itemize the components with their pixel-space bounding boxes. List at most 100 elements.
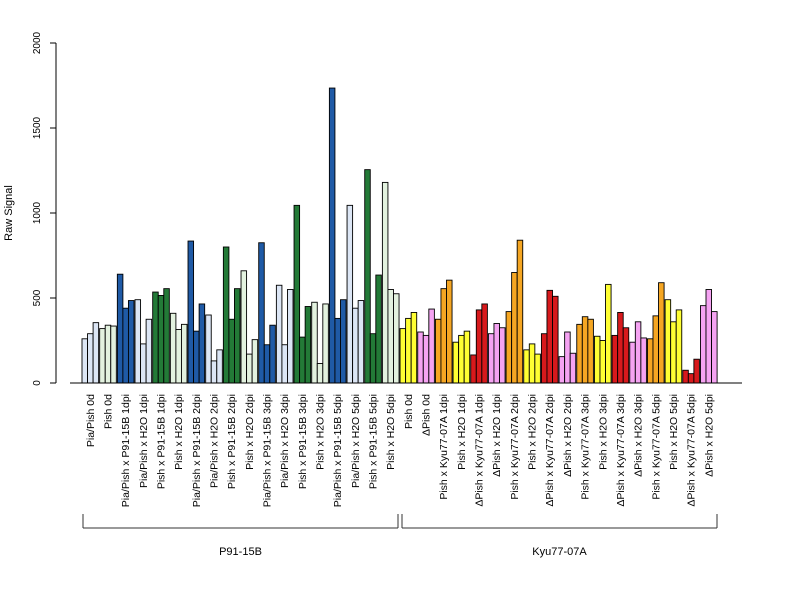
bar: [581, 316, 589, 384]
bar: [99, 328, 106, 384]
bar: [505, 311, 513, 384]
category-label: ΔPish x Kyu77-07A 1dpi: [474, 394, 486, 507]
y-ticks: 0 500 1000 1500 2000: [32, 31, 56, 386]
bar: [387, 289, 394, 384]
bar: [417, 331, 424, 384]
category-label: Pish x P91-15B 3dpi: [297, 394, 309, 489]
bar: [446, 279, 453, 384]
bar: [281, 344, 288, 384]
bar: [193, 330, 200, 384]
y-tick-label: 500: [32, 289, 43, 306]
category-label: ΔPish x Kyu77-07A 5dpi: [686, 394, 698, 507]
bar: [152, 291, 159, 384]
bar: [675, 309, 683, 384]
bar: [180, 323, 188, 384]
bar: [440, 288, 447, 384]
category-label: Pish x H2O 3dpi: [597, 394, 609, 470]
bar: [463, 330, 471, 384]
bar: [640, 337, 647, 384]
bar: [104, 324, 112, 384]
category-label: Pish x P91-15B 1dpi: [156, 394, 168, 489]
bar: [81, 338, 89, 384]
bar: [157, 295, 165, 384]
bar: [422, 334, 430, 384]
bar: [564, 331, 571, 384]
bar: [145, 318, 153, 384]
category-label: Pia/Pish x P91-15B 3dpi: [262, 394, 274, 507]
bar: [234, 288, 241, 384]
bar: [552, 295, 559, 384]
bar: [434, 318, 442, 384]
bar: [410, 312, 418, 384]
bar: [470, 354, 477, 384]
bar: [340, 299, 347, 384]
bar: [493, 323, 500, 384]
category-label: Pish x H2O 1dpi: [173, 394, 185, 470]
bar: [558, 356, 566, 384]
bars-layer: [81, 87, 718, 384]
bar: [287, 289, 294, 384]
category-label: Pish x Kyu77-07A 3dpi: [580, 394, 592, 500]
bar: [246, 353, 253, 384]
category-label: Pish x H2O 2dpi: [527, 394, 539, 470]
category-labels: Pia/Pish 0d Pish 0d Pia/Pish x P91-15B 1dp…: [85, 394, 715, 507]
bar: [316, 363, 324, 384]
bar: [622, 327, 630, 384]
category-label: ΔPish x Kyu77-07A 2dpi: [544, 394, 556, 507]
bar: [216, 349, 223, 384]
bar: [175, 329, 182, 384]
y-tick-label: 1000: [32, 201, 43, 224]
category-label: Pish x H2O 3dpi: [315, 394, 327, 470]
bar: [629, 341, 636, 384]
bar: [452, 341, 460, 384]
bar: [328, 87, 336, 384]
bar: [475, 309, 483, 384]
bar: [369, 333, 377, 384]
bar: [275, 284, 283, 384]
bar: [357, 300, 365, 384]
bar: [381, 181, 389, 384]
bar: [499, 327, 506, 384]
bar: [664, 299, 672, 384]
bar: [228, 318, 235, 384]
category-label: ΔPish 0d: [421, 394, 433, 436]
category-label: Pish 0d: [403, 394, 415, 429]
bar: [92, 322, 100, 384]
category-label: Pish x Kyu77-07A 2dpi: [509, 394, 521, 500]
bar: [611, 334, 619, 384]
bar: [523, 349, 530, 384]
category-label: Pish x Kyu77-07A 5dpi: [650, 394, 662, 500]
bar: [534, 353, 541, 384]
bar: [511, 272, 518, 384]
bar: [258, 242, 265, 384]
category-label: Pish 0d: [102, 394, 114, 429]
y-tick-label: 1500: [32, 116, 43, 139]
bar: [546, 289, 553, 384]
category-label: Pia/Pish x P91-15B 1dpi: [120, 394, 132, 507]
bar: [487, 333, 495, 384]
category-label: ΔPish x H2O 1dpi: [491, 394, 503, 477]
group-label: Kyu77-07A: [532, 546, 587, 558]
bar: [134, 299, 142, 384]
bar: [187, 240, 195, 384]
bar: [587, 318, 594, 384]
bar: [599, 340, 606, 384]
bar: [682, 369, 689, 384]
category-label: Pish x H2O 1dpi: [456, 394, 468, 470]
bar: [605, 283, 612, 384]
category-label: ΔPish x Kyu77-07A 3dpi: [615, 394, 627, 507]
bar: [658, 282, 665, 384]
bar: [375, 274, 382, 384]
bar: [516, 239, 524, 384]
bar: [428, 308, 435, 384]
bar: [364, 169, 371, 384]
bar: [127, 300, 135, 384]
bar: [205, 314, 212, 384]
category-label: Pia/Pish 0d: [85, 394, 97, 447]
category-label: Pish x P91-15B 5dpi: [368, 394, 380, 489]
bar: [169, 312, 177, 384]
category-label: ΔPish x H2O 2dpi: [562, 394, 574, 477]
bar: [87, 333, 94, 384]
category-label: Pish x H2O 2dpi: [244, 394, 256, 470]
